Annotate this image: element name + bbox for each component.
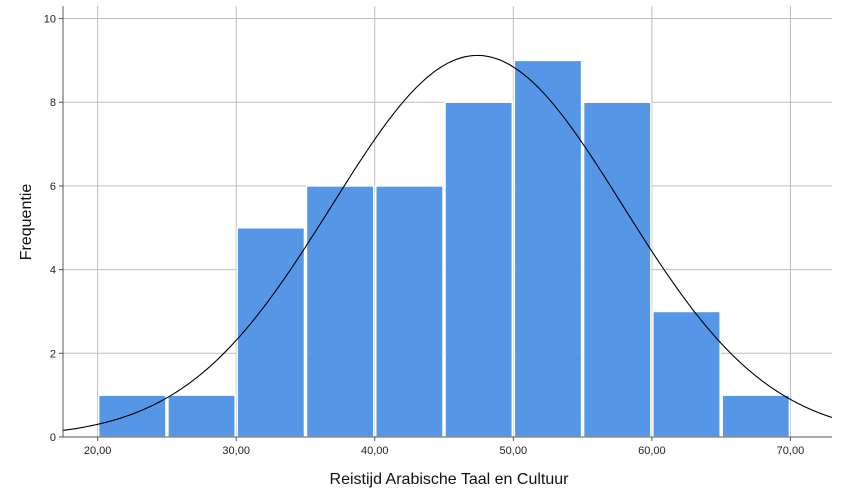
histogram-bar xyxy=(652,310,721,438)
histogram-bars xyxy=(97,59,791,438)
y-tick-label: 2 xyxy=(50,348,56,360)
histogram-bar xyxy=(513,59,583,438)
histogram-bar xyxy=(167,394,236,438)
x-tick-label: 30,00 xyxy=(222,445,250,457)
x-tick-label: 60,00 xyxy=(638,445,666,457)
y-axis-title: Frequentie xyxy=(18,184,35,261)
histogram-bar xyxy=(305,185,375,438)
histogram-bar xyxy=(721,394,791,438)
y-tick-label: 6 xyxy=(50,181,56,193)
x-tick-labels: 20,00 30,00 40,00 50,00 60,00 70,00 xyxy=(84,437,804,457)
histogram-bar xyxy=(97,394,167,438)
normal-curve xyxy=(62,54,833,431)
histogram-bar xyxy=(236,227,306,438)
y-tick-label: 4 xyxy=(50,265,56,277)
histogram-bar xyxy=(375,185,444,438)
x-axis-title: Reistijd Arabische Taal en Cultuur xyxy=(330,471,570,488)
x-tick-label: 20,00 xyxy=(84,445,112,457)
y-tick-labels: 0 2 4 6 8 10 xyxy=(44,14,63,444)
histogram-bar xyxy=(444,101,514,438)
grid-lines xyxy=(63,6,832,437)
y-tick-label: 10 xyxy=(44,14,56,26)
axes xyxy=(62,6,832,438)
normal-curve-layer xyxy=(62,54,833,431)
x-tick-label: 50,00 xyxy=(500,445,528,457)
y-tick-label: 0 xyxy=(50,432,56,444)
x-tick-label: 40,00 xyxy=(361,445,389,457)
y-tick-label: 8 xyxy=(50,97,56,109)
histogram-bar xyxy=(582,101,652,438)
x-tick-label: 70,00 xyxy=(777,445,805,457)
